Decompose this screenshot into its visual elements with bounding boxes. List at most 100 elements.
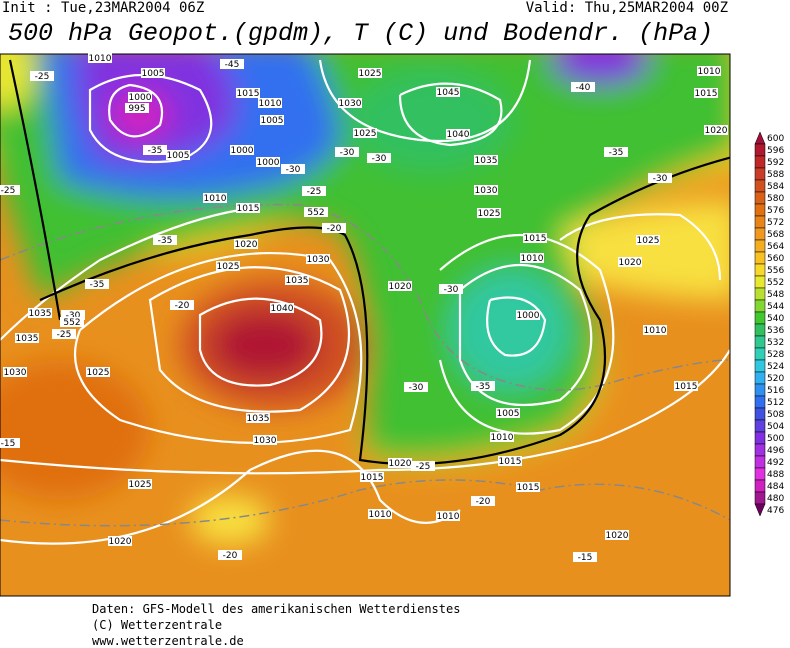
colorbar-cell — [754, 455, 766, 469]
isobar-label: 1025 — [477, 208, 501, 219]
colorbar-cell — [754, 419, 766, 433]
temperature-label: -35 — [153, 235, 177, 246]
label-box — [302, 186, 326, 196]
label-text: -15 — [578, 553, 593, 563]
label-box — [256, 157, 280, 167]
temperature-label: -20 — [471, 496, 495, 507]
label-box — [128, 479, 152, 489]
label-text: 1035 — [16, 334, 39, 344]
label-text: 1000 — [517, 311, 540, 321]
temperature-label: -25 — [30, 71, 54, 82]
colorbar-label: 572 — [767, 218, 784, 228]
label-box — [0, 438, 20, 448]
isobar-label: 1010 — [643, 325, 667, 336]
colorbar-cell — [754, 503, 766, 517]
label-text: 1025 — [359, 69, 382, 79]
label-box — [236, 203, 260, 213]
isobar-label: 1025 — [358, 68, 382, 79]
label-text: 1035 — [247, 414, 270, 424]
label-box — [28, 308, 52, 318]
isobar-label: 1015 — [498, 456, 522, 467]
label-box — [170, 300, 194, 310]
colorbar-label: 588 — [767, 170, 784, 180]
isobar-label: 1010 — [697, 66, 721, 77]
label-text: -20 — [476, 497, 491, 507]
label-box — [643, 325, 667, 335]
colorbar-label: 548 — [767, 290, 784, 300]
isobar-label: 1000 — [256, 157, 280, 168]
label-box — [605, 530, 629, 540]
label-text: 1020 — [235, 240, 258, 250]
label-text: -15 — [1, 439, 16, 449]
label-text: 1035 — [286, 276, 309, 286]
isobar-label: 1025 — [216, 261, 240, 272]
label-box — [253, 435, 277, 445]
temperature-label: -15 — [573, 552, 597, 563]
colorbar-cell — [754, 179, 766, 193]
label-box — [439, 284, 463, 294]
label-text: 1015 — [695, 89, 718, 99]
label-box — [694, 88, 718, 98]
isobar-label: 1020 — [234, 239, 258, 250]
colorbar-cell — [754, 167, 766, 181]
isobar-label: 1010 — [490, 432, 514, 443]
colorbar-label: 520 — [767, 374, 784, 384]
footer-line: www.wetterzentrale.de — [92, 634, 244, 648]
label-text: -30 — [409, 383, 424, 393]
label-text: 1010 — [369, 510, 392, 520]
label-box — [404, 382, 428, 392]
colorbar-cell — [754, 443, 766, 457]
label-text: 1020 — [619, 258, 642, 268]
isobar-label: 1025 — [86, 367, 110, 378]
colorbar-label: 504 — [767, 422, 784, 432]
isobar-label: 1015 — [523, 233, 547, 244]
colorbar-label: 544 — [767, 302, 784, 312]
label-text: 995 — [128, 104, 145, 114]
label-text: 552 — [63, 318, 80, 328]
isobar-label: 1040 — [270, 303, 294, 314]
label-text: 1005 — [167, 151, 190, 161]
label-text: 1010 — [644, 326, 667, 336]
colorbar-label: 508 — [767, 410, 784, 420]
temperature-label: -35 — [143, 145, 167, 156]
label-text: -25 — [1, 186, 16, 196]
isobar-label: 1045 — [436, 87, 460, 98]
label-text: 1015 — [499, 457, 522, 467]
isobar-label: 1030 — [253, 435, 277, 446]
isobar-label: 1000 — [230, 145, 254, 156]
label-box — [236, 88, 260, 98]
label-box — [203, 193, 227, 203]
colorbar-label: 480 — [767, 494, 784, 504]
label-box — [516, 310, 540, 320]
label-text: 1030 — [307, 255, 330, 265]
isobar-label: 1005 — [141, 68, 165, 79]
temperature-label: -25 — [52, 329, 76, 340]
label-box — [258, 98, 282, 108]
label-box — [86, 367, 110, 377]
label-box — [446, 129, 470, 139]
label-box — [88, 53, 112, 63]
label-text: 1035 — [475, 156, 498, 166]
label-box — [335, 147, 359, 157]
colorbar-label: 592 — [767, 158, 784, 168]
label-text: -30 — [653, 174, 668, 184]
label-box — [15, 333, 39, 343]
isobar-label: 1035 — [474, 155, 498, 166]
label-box — [30, 71, 54, 81]
label-box — [108, 536, 132, 546]
label-text: -20 — [327, 224, 342, 234]
isobar-label: 1030 — [306, 254, 330, 265]
label-box — [220, 59, 244, 69]
label-text: -25 — [416, 462, 431, 472]
label-text: -25 — [35, 72, 50, 82]
label-text: -30 — [66, 311, 81, 321]
map-title: 500 hPa Geopot.(gpdm), T (C) und Bodendr… — [8, 19, 713, 48]
temperature-label: -40 — [571, 82, 595, 93]
label-text: 1015 — [524, 234, 547, 244]
isobar-label: 1025 — [636, 235, 660, 246]
label-text: -30 — [372, 154, 387, 164]
label-box — [471, 496, 495, 506]
label-text: 1030 — [339, 99, 362, 109]
colorbar-label: 524 — [767, 362, 784, 372]
